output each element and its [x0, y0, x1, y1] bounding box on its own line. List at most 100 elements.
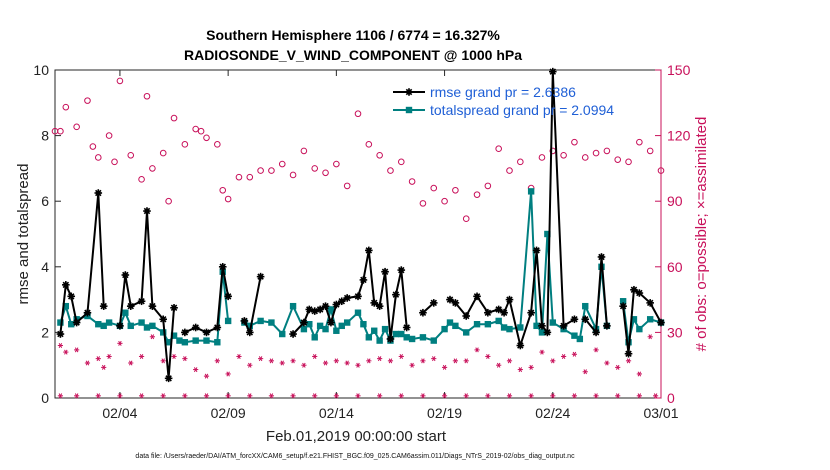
obs-assimilated-point: [409, 362, 415, 368]
obs-possible-point: [224, 195, 232, 203]
obs-possible-point: [149, 165, 156, 172]
obs-possible-point: [94, 154, 102, 161]
obs-possible-point: [84, 97, 91, 104]
obs-possible-point: [170, 114, 178, 122]
rmse-series-point: [592, 328, 600, 337]
obs-assimilated-point: [236, 353, 242, 359]
totalspread-series-point: [68, 321, 75, 328]
marker-spike: [316, 306, 324, 313]
obs-possible-point: [538, 154, 546, 161]
star-stroke: [150, 334, 155, 340]
obs-assimilated-point: [279, 360, 285, 366]
obs-possible-point: [181, 141, 189, 148]
rmse-series-point: [305, 305, 314, 314]
obs-possible-point: [246, 173, 254, 181]
obs-possible-point: [111, 158, 118, 166]
star-stroke: [291, 393, 295, 399]
marker-spike: [430, 299, 438, 307]
marker-spike: [462, 312, 470, 320]
marker-spike: [517, 342, 524, 349]
rmse-series-point: [94, 189, 103, 197]
rmse-series-point: [375, 302, 384, 310]
marker-spike: [592, 329, 600, 336]
obs-assimilated-baseline-point: [57, 393, 64, 399]
totalspread-series-point: [495, 317, 502, 325]
rmse-series-point: [494, 305, 503, 314]
rmse-series-point: [548, 67, 557, 76]
marker-spike: [495, 306, 502, 313]
obs-assimilated-point: [101, 364, 107, 370]
marker-spike: [116, 322, 124, 330]
rmse-series-point: [402, 323, 411, 332]
star-stroke: [139, 353, 144, 359]
star-stroke: [464, 393, 468, 399]
star-stroke: [74, 347, 79, 353]
y-right-tick-label: 60: [667, 259, 683, 275]
rmse-series-point: [121, 271, 130, 279]
marker-spike: [365, 247, 373, 254]
obs-possible-point: [300, 147, 308, 155]
obs-assimilated-point: [258, 356, 264, 362]
totalspread-series-point: [214, 339, 221, 346]
star-stroke: [399, 353, 404, 359]
totalspread-series-point: [289, 302, 297, 310]
star-stroke: [193, 367, 198, 373]
obs-possible-point: [219, 186, 227, 194]
obs-possible-point: [127, 151, 135, 159]
marker-spike: [500, 309, 508, 316]
obs-possible-point: [462, 215, 470, 222]
marker-spike: [73, 319, 80, 326]
rmse-series-point: [543, 328, 552, 337]
obs-assimilated-baseline-point: [138, 393, 145, 399]
totalspread-series-point: [62, 302, 70, 310]
marker-spike: [100, 302, 107, 310]
rmse-series-point: [505, 295, 514, 304]
rmse-series-point: [181, 328, 189, 337]
star-stroke: [291, 358, 295, 364]
rmse-series-point: [62, 281, 70, 289]
marker-spike: [405, 88, 413, 96]
marker-spike: [392, 291, 400, 298]
totalspread-series-point: [446, 319, 454, 326]
rmse-series-point: [245, 328, 254, 337]
obs-possible-point: [571, 138, 578, 146]
rmse-series-point: [327, 318, 335, 327]
rmse-series-point: [381, 267, 389, 276]
marker-spike: [603, 322, 611, 330]
y-right-tick-label: 30: [667, 324, 683, 340]
totalspread-series-point: [463, 329, 470, 336]
totalspread-series-point: [582, 302, 589, 310]
totalspread-series-point: [527, 188, 535, 195]
star-stroke: [572, 393, 577, 399]
y-right-tick-label: 150: [667, 62, 691, 78]
marker-spike: [343, 294, 351, 302]
obs-assimilated-point: [561, 353, 567, 359]
obs-assimilated-point: [398, 353, 404, 359]
obs-possible-point: [614, 156, 622, 163]
totalspread-series-point: [127, 322, 134, 330]
marker-spike: [170, 304, 178, 312]
star-stroke: [96, 356, 101, 362]
totalspread-series-point: [311, 334, 318, 341]
star-stroke: [226, 393, 230, 399]
marker-spike: [506, 296, 513, 303]
star-stroke: [183, 393, 187, 399]
star-stroke: [410, 362, 414, 368]
obs-possible-point: [397, 158, 405, 166]
y-right-tick-label: 0: [667, 390, 675, 406]
star-stroke: [139, 393, 144, 399]
star-stroke: [388, 358, 393, 364]
rmse-series-point: [72, 318, 81, 327]
totalspread-series-point: [149, 322, 156, 330]
rmse-series: [56, 67, 665, 383]
marker-spike: [219, 263, 226, 271]
rmse-series-point: [630, 285, 638, 294]
star-stroke: [653, 393, 658, 399]
obs-possible-series: [51, 77, 665, 222]
obs-possible-point: [581, 154, 589, 161]
y-right-tick-label: 90: [667, 193, 683, 209]
totalspread-series-point: [430, 337, 437, 344]
x-tick-label: 02/19: [427, 405, 462, 421]
star-stroke: [529, 364, 533, 370]
rmse-series-point: [446, 295, 454, 304]
